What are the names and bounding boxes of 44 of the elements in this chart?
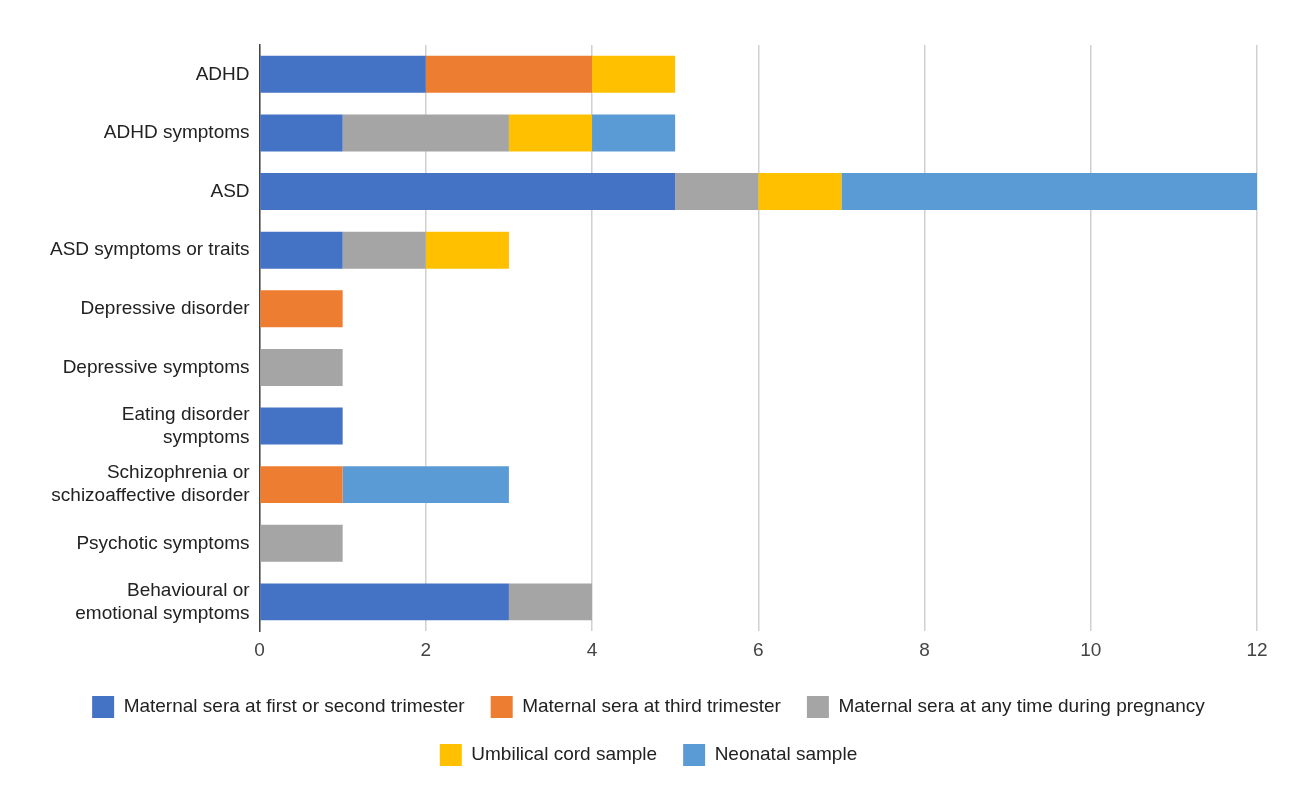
x-tick-label: 8	[919, 638, 930, 660]
bar	[841, 173, 1257, 211]
bar	[260, 466, 343, 504]
legend-label: Neonatal sample	[714, 743, 858, 765]
bar	[508, 114, 593, 152]
bar	[592, 55, 676, 93]
y-tick-label: Psychotic symptoms	[76, 531, 250, 553]
bar	[508, 583, 593, 621]
bar	[592, 114, 676, 152]
x-tick-label: 6	[752, 638, 764, 660]
bar	[260, 231, 343, 269]
bar	[260, 407, 343, 445]
y-tick-label: Depressive disorder	[80, 297, 251, 319]
y-tick-label: ASD	[210, 179, 250, 201]
bar	[260, 524, 343, 562]
x-tick-label: 12	[1246, 638, 1268, 660]
bar	[425, 55, 593, 93]
y-tick-label: ASD symptoms or traits	[49, 238, 250, 260]
legend-label: Maternal sera at first or second trimester	[123, 695, 466, 717]
bar	[342, 466, 509, 504]
legend-label: Umbilical cord sample	[471, 743, 658, 765]
legend-label: Maternal sera at any time during pregnancy	[838, 695, 1206, 717]
bar	[260, 173, 676, 211]
legend-label: Maternal sera at third trimester	[522, 695, 782, 717]
bar	[675, 173, 759, 211]
bar	[260, 114, 343, 152]
y-tick-label: ADHD	[195, 62, 250, 84]
bar	[260, 348, 343, 386]
x-tick-label: 0	[254, 638, 265, 660]
bar	[260, 583, 509, 621]
y-tick-label: Eating disorder symptoms	[121, 402, 251, 447]
bar	[758, 173, 842, 211]
y-tick-label: Schizophrenia or schizoaffective disorder	[51, 461, 251, 506]
bar	[260, 290, 343, 328]
y-tick-label: ADHD symptoms	[103, 121, 250, 143]
bar	[342, 114, 509, 152]
bar	[260, 55, 426, 93]
y-tick-label: Depressive symptoms	[62, 355, 250, 377]
y-tick-label: Behavioural or emotional symptoms	[75, 578, 251, 623]
x-tick-label: 10	[1080, 638, 1102, 660]
bar	[342, 231, 426, 269]
x-tick-label: 2	[420, 638, 432, 660]
x-tick-label: 4	[586, 638, 598, 660]
bar	[425, 231, 509, 269]
